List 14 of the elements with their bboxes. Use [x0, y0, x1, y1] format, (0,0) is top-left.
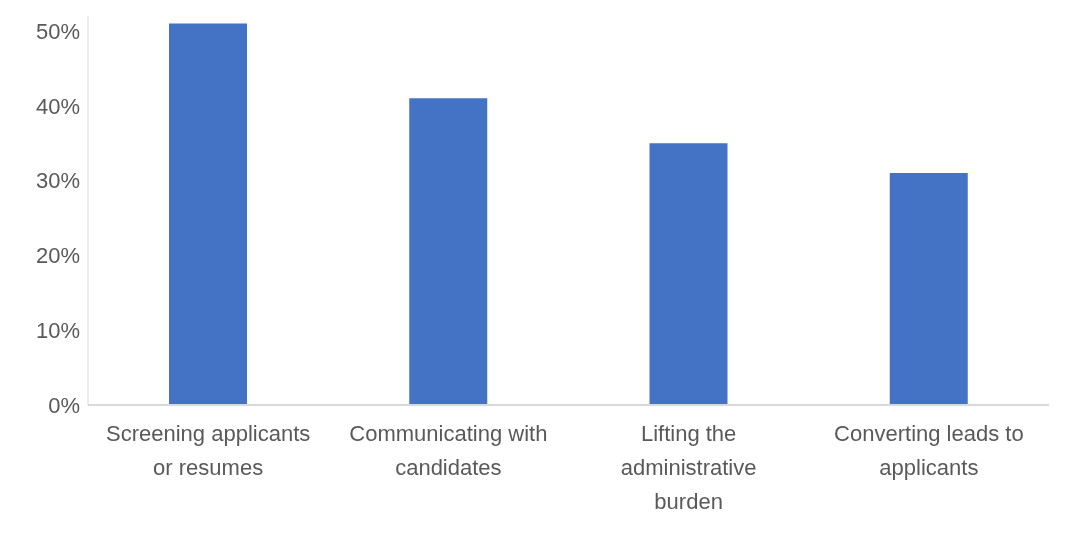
y-tick-label: 0%: [48, 392, 80, 418]
bar: [649, 143, 728, 405]
x-tick-label: Communicating with candidates: [349, 421, 548, 480]
y-tick-label: 50%: [35, 18, 80, 44]
y-tick-label: 30%: [35, 168, 80, 194]
x-tick-label: Lifting the administrative burden: [620, 421, 757, 514]
bar: [409, 98, 488, 405]
bar: [889, 173, 968, 405]
y-tick-label: 40%: [35, 93, 80, 119]
y-tick-label: 20%: [35, 243, 80, 269]
y-tick-label: 10%: [35, 318, 80, 343]
bar: [169, 23, 247, 405]
x-tick-label: Screening applicants or resumes: [106, 421, 311, 480]
x-tick-label: Converting leads to applicants: [834, 421, 1024, 480]
